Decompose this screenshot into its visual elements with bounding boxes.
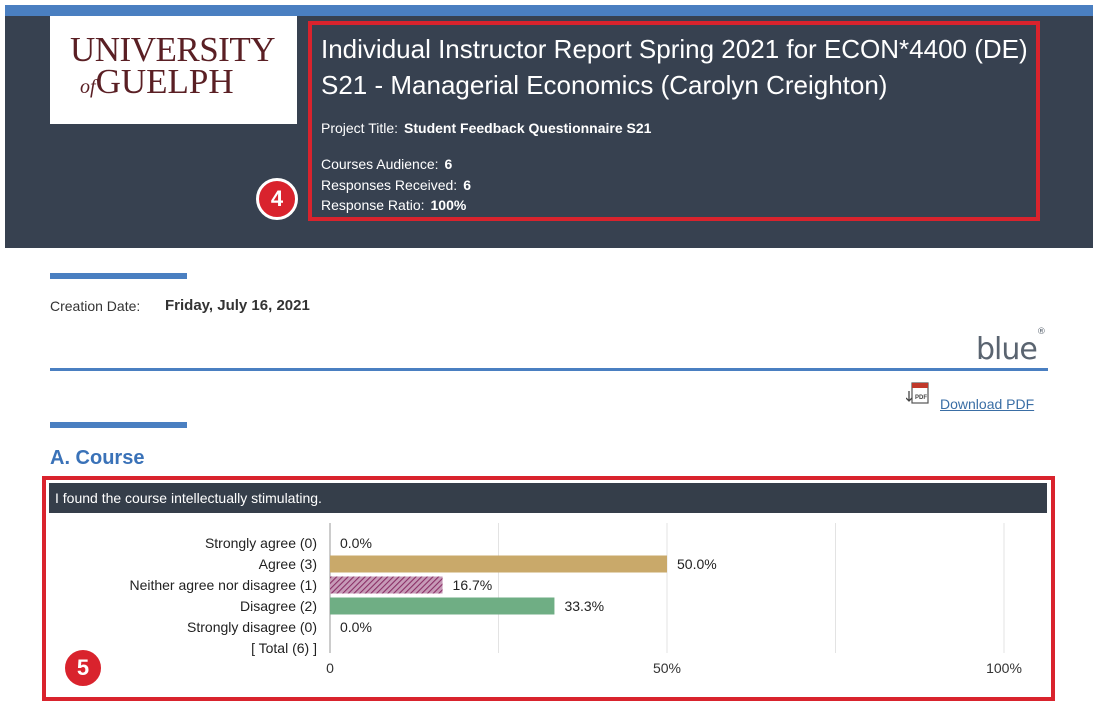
- value-label: 0.0%: [340, 535, 372, 551]
- value-label: 50.0%: [677, 556, 717, 572]
- bar-agree: [330, 555, 667, 573]
- x-tick-label: 0: [326, 660, 334, 676]
- header-accent-strip: [5, 5, 1093, 16]
- logo-of-text: of: [80, 76, 96, 98]
- section-accent-bar-2: [50, 422, 187, 428]
- responses-received-value: 6: [463, 177, 471, 193]
- svg-text:PDF: PDF: [915, 395, 927, 401]
- category-label: Agree (3): [259, 556, 317, 572]
- value-label: 16.7%: [453, 577, 493, 593]
- logo-university-text: UNIVERSITY: [70, 30, 275, 69]
- category-label: Disagree (2): [240, 598, 317, 614]
- section-title: A. Course: [50, 447, 145, 469]
- project-title-label: Project Title:: [321, 120, 399, 136]
- value-label: 0.0%: [340, 619, 372, 635]
- section-accent-bar: [50, 273, 187, 279]
- project-title-value: Student Feedback Questionnaire S21: [404, 120, 652, 136]
- divider-line: [50, 368, 1048, 371]
- creation-date-value: Friday, July 16, 2021: [165, 297, 310, 314]
- blue-logo-mark: ®: [1036, 327, 1046, 337]
- project-title-row: Project Title: Student Feedback Questionn…: [321, 120, 651, 136]
- category-label: Strongly agree (0): [205, 535, 317, 551]
- report-title: Individual Instructor Report Spring 2021…: [321, 34, 1028, 100]
- category-label: Neither agree nor disagree (1): [129, 577, 317, 593]
- response-ratio-row: Response Ratio: 100%: [321, 197, 466, 213]
- response-bar-chart: 0 50% 100% Strongly agree (0) 0.0% Agree (3) 5…: [129, 523, 1022, 676]
- category-label: [ Total (6) ]: [251, 640, 317, 656]
- blue-brand-logo: blue®: [976, 327, 1046, 367]
- creation-date-label: Creation Date:: [50, 298, 141, 314]
- response-ratio-label: Response Ratio:: [321, 197, 425, 213]
- responses-received-label: Responses Received:: [321, 177, 458, 193]
- download-pdf-link[interactable]: Download PDF: [940, 396, 1035, 412]
- x-tick-label: 50%: [653, 660, 681, 676]
- bar-disagree: [330, 597, 555, 615]
- annotation-badge-5: 5: [62, 647, 104, 689]
- courses-audience-label: Courses Audience:: [321, 156, 439, 172]
- category-label: Strongly disagree (0): [187, 619, 317, 635]
- annotation-badge-4: 4: [256, 178, 298, 220]
- bar-neither-agree-nor-disagree: [330, 576, 443, 594]
- courses-audience-row: Courses Audience: 6: [321, 156, 452, 172]
- response-ratio-value: 100%: [430, 197, 467, 213]
- university-logo: UNIVERSITY ofGUELPH: [50, 16, 297, 124]
- x-tick-label: 100%: [986, 660, 1022, 676]
- logo-guelph-line: ofGUELPH: [80, 64, 234, 99]
- highlight-box-chart: [42, 476, 1055, 701]
- report-header: UNIVERSITY ofGUELPH Individual Instructo…: [5, 5, 1093, 248]
- pdf-download-icon[interactable]: PDF: [906, 381, 934, 409]
- logo-guelph-text: GUELPH: [95, 62, 234, 101]
- value-label: 33.3%: [564, 598, 604, 614]
- blue-logo-text: blue: [976, 332, 1038, 367]
- question-header: I found the course intellectually stimul…: [49, 483, 1047, 513]
- courses-audience-value: 6: [444, 156, 453, 172]
- responses-received-row: Responses Received: 6: [321, 177, 471, 193]
- highlight-box-header: [308, 21, 1040, 221]
